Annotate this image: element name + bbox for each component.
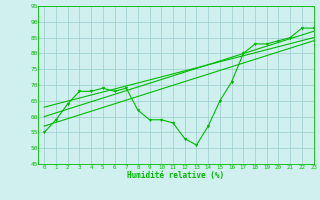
X-axis label: Humidité relative (%): Humidité relative (%): [127, 171, 225, 180]
